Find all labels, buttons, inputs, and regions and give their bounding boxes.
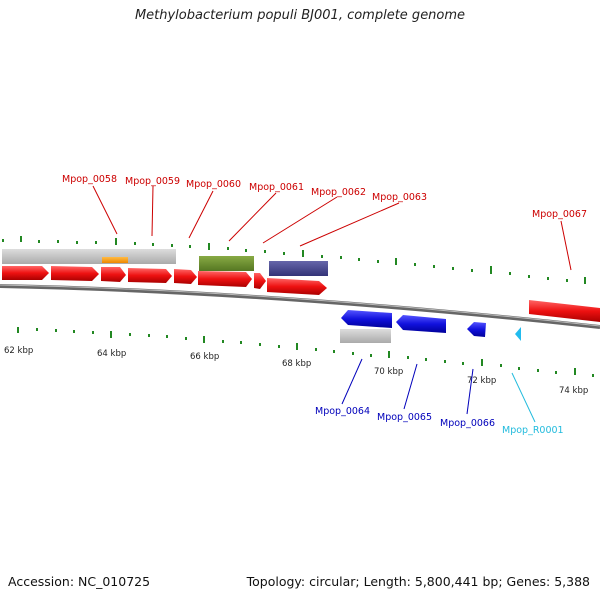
gene-label[interactable]: Mpop_0059 [125, 176, 180, 187]
rna-label-line [511, 372, 536, 423]
scale-label: 70 kbp [374, 367, 403, 377]
gene-arrow-forward[interactable] [254, 273, 266, 289]
gene-arrow-forward[interactable] [101, 267, 126, 282]
gene-arrow-forward[interactable] [128, 268, 172, 283]
genome-info-text: Topology: circular; Length: 5,800,441 bp… [246, 574, 590, 589]
gene-arrow-forward[interactable] [529, 300, 600, 322]
gene-label[interactable]: Mpop_0064 [315, 406, 370, 417]
domain-bar-purple [269, 261, 328, 276]
scale-label: 68 kbp [282, 359, 311, 369]
domain-bar-grey-reverse [340, 329, 391, 343]
forward-labels: Mpop_0058 Mpop_0059 Mpop_0060 Mpop_0061 … [62, 174, 587, 220]
gene-label[interactable]: Mpop_0063 [372, 192, 427, 203]
reverse-genes [341, 310, 521, 341]
gene-arrow-forward[interactable] [174, 269, 197, 284]
gene-arrow-forward[interactable] [51, 266, 99, 281]
domain-bar-green [199, 256, 254, 271]
scale-label: 64 kbp [97, 349, 126, 359]
gene-arrow-forward[interactable] [267, 278, 327, 295]
scale-label: 72 kbp [467, 376, 496, 386]
gene-arrow-reverse[interactable] [467, 322, 486, 337]
gene-label[interactable]: Mpop_0060 [186, 179, 241, 190]
reverse-labels: Mpop_0064 Mpop_0065 Mpop_0066 Mpop_R0001 [315, 406, 564, 436]
domain-bar-orange [102, 257, 128, 263]
gene-label[interactable]: Mpop_0061 [249, 182, 304, 193]
reverse-label-lines [341, 358, 474, 415]
scale-labels: 62 kbp 64 kbp 66 kbp 68 kbp 70 kbp 72 kb… [4, 346, 588, 396]
gene-arrow-reverse[interactable] [396, 315, 446, 333]
map-title: Methylobacterium populi BJ001, complete … [134, 8, 466, 23]
scale-ticks [2, 236, 594, 377]
forward-label-lines [92, 185, 572, 271]
gene-label[interactable]: Mpop_0065 [377, 412, 432, 423]
genome-backbone [0, 284, 600, 329]
gene-arrow-forward[interactable] [198, 271, 252, 287]
scale-label: 62 kbp [4, 346, 33, 356]
forward-genes [2, 266, 600, 322]
gene-label[interactable]: Mpop_0067 [532, 209, 587, 220]
gene-arrow-forward[interactable] [2, 266, 49, 280]
domain-bar-grey [2, 249, 176, 264]
gene-label[interactable]: Mpop_0066 [440, 418, 495, 429]
gene-label[interactable]: Mpop_0062 [311, 187, 366, 198]
rna-arrow-reverse[interactable] [515, 327, 521, 341]
scale-label: 66 kbp [190, 352, 219, 362]
gene-label[interactable]: Mpop_0058 [62, 174, 117, 185]
scale-label: 74 kbp [559, 386, 588, 396]
gene-arrow-reverse[interactable] [341, 310, 392, 328]
rna-label[interactable]: Mpop_R0001 [502, 425, 564, 436]
accession-text: Accession: NC_010725 [8, 574, 151, 589]
